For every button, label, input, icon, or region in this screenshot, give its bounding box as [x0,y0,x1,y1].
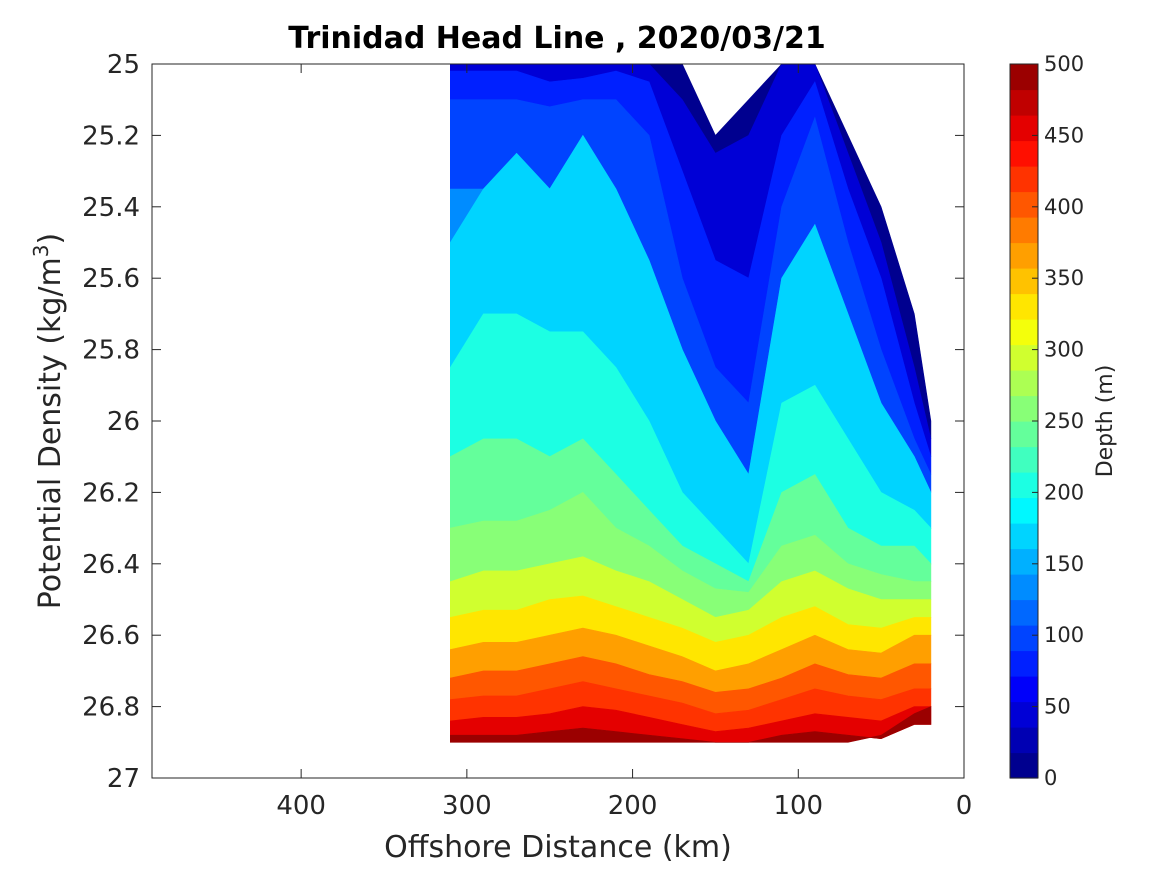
y-tick-label: 25.6 [82,264,140,294]
colorbar-label: Depth (m) [1093,365,1118,478]
colorbar-segment [1010,140,1038,167]
colorbar-segment [1010,166,1038,193]
colorbar-segment [1010,599,1038,626]
colorbar-segment [1010,574,1038,601]
colorbar-ticks: 0 50 100 150 200 250 300 350 400 450 500 [1032,52,1084,790]
colorbar-segment [1010,446,1038,473]
colorbar-segment [1010,676,1038,703]
colorbar-segment [1010,650,1038,677]
contour-band [449,706,932,743]
colorbar-tick-label: 100 [1044,623,1084,647]
colorbar-segment [1010,497,1038,524]
colorbar-segment [1010,727,1038,754]
colorbar-segment [1010,701,1038,728]
y-axis: 25 25.2 25.4 25.6 25.8 26 26.2 26.4 26.6 26.8 27 [82,50,964,794]
colorbar-tick-label: 400 [1044,195,1084,219]
x-tick-label: 200 [608,791,658,821]
chart-title: Trinidad Head Line , 2020/03/21 [288,21,825,56]
colorbar-tick-label: 450 [1044,123,1084,147]
colorbar-segment [1010,752,1038,779]
colorbar-tick-label: 200 [1044,480,1084,504]
colorbar-segment [1010,64,1038,91]
y-tick-label: 26.2 [82,478,140,508]
colorbar-tick-label: 500 [1044,52,1084,76]
colorbar-segment [1010,472,1038,499]
colorbar-segment [1010,191,1038,218]
x-tick-label: 400 [276,791,326,821]
colorbar-segment [1010,89,1038,116]
y-axis-label-close: ) [33,233,68,245]
colorbar-segment [1010,344,1038,371]
colorbar-segment [1010,395,1038,422]
colorbar-tick-label: 0 [1044,766,1057,790]
colorbar-segment [1010,293,1038,320]
colorbar-segment [1010,548,1038,575]
x-axis: 400 300 200 100 0 [276,64,972,821]
contour-fill-layer [449,63,932,743]
colorbar-segment [1010,242,1038,269]
y-tick-label: 26.6 [82,621,140,651]
colorbar-segment [1010,319,1038,346]
y-tick-label: 27 [107,764,140,794]
colorbar-tick-label: 50 [1044,695,1071,719]
colorbar-segment [1010,421,1038,448]
y-tick-label: 25 [107,50,140,80]
y-tick-label: 26.4 [82,550,140,580]
y-tick-label: 26 [107,407,140,437]
y-tick-label: 25.4 [82,193,140,223]
y-tick-label: 26.8 [82,693,140,723]
colorbar-segment [1010,523,1038,550]
y-axis-label: Potential Density (kg/m3) [29,233,68,609]
colorbar-segment [1010,217,1038,244]
y-axis-label-superscript: 3 [29,244,53,257]
colorbar-segment [1010,370,1038,397]
colorbar-tick-label: 300 [1044,338,1084,362]
x-axis-label: Offshore Distance (km) [384,830,732,865]
x-tick-label: 300 [442,791,492,821]
y-axis-label-main: Potential Density (kg/m [33,257,68,609]
colorbar-tick-label: 150 [1044,552,1084,576]
colorbar-tick-label: 250 [1044,409,1084,433]
x-tick-label: 0 [956,791,973,821]
colorbar-segment [1010,268,1038,295]
y-tick-label: 25.8 [82,336,140,366]
colorbar-segment [1010,625,1038,652]
y-tick-label: 25.2 [82,121,140,151]
colorbar-segment [1010,115,1038,142]
x-tick-label: 100 [773,791,823,821]
colorbar [1010,64,1038,779]
colorbar-tick-label: 350 [1044,266,1084,290]
